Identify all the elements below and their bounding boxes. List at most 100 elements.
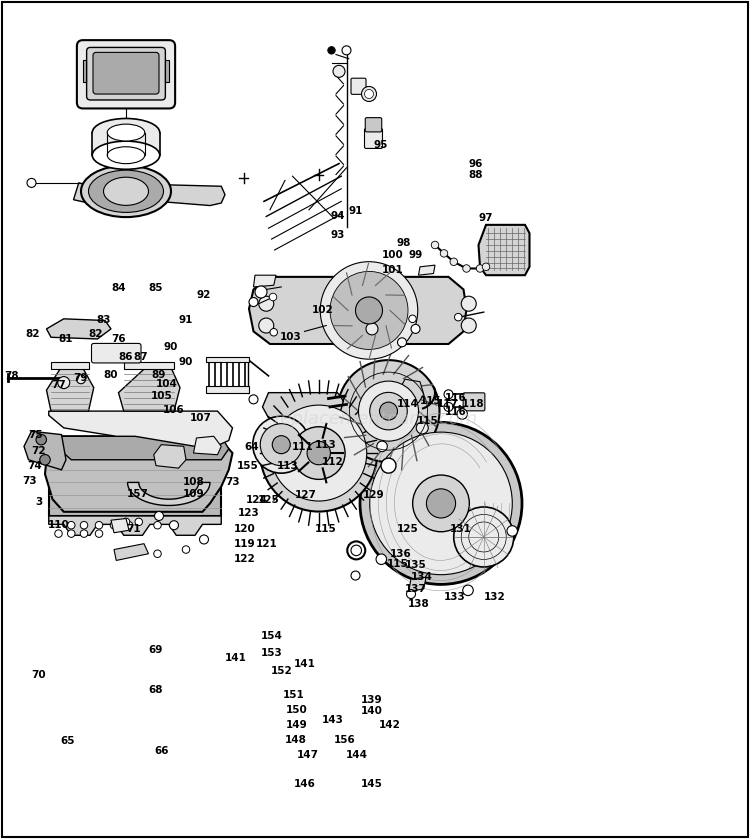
Circle shape <box>269 294 277 300</box>
Ellipse shape <box>107 124 145 141</box>
Text: 111: 111 <box>292 442 314 452</box>
Text: 65: 65 <box>60 736 75 746</box>
Circle shape <box>476 265 484 272</box>
Circle shape <box>454 507 514 567</box>
Text: 87: 87 <box>134 352 148 362</box>
Text: 129: 129 <box>363 490 384 500</box>
Text: 152: 152 <box>272 666 292 676</box>
Circle shape <box>440 250 448 257</box>
Text: 151: 151 <box>284 690 304 700</box>
Circle shape <box>249 395 258 404</box>
Text: 93: 93 <box>330 230 345 240</box>
Text: 90: 90 <box>164 342 178 352</box>
Polygon shape <box>49 460 221 516</box>
Circle shape <box>411 325 420 333</box>
Circle shape <box>381 458 396 473</box>
Text: 116: 116 <box>446 407 466 417</box>
FancyBboxPatch shape <box>92 343 141 363</box>
Text: 72: 72 <box>32 446 46 456</box>
Polygon shape <box>82 60 86 82</box>
Text: 105: 105 <box>151 391 172 401</box>
Text: 139: 139 <box>362 695 382 705</box>
Circle shape <box>431 242 439 248</box>
Text: 108: 108 <box>183 477 204 487</box>
Text: 91: 91 <box>348 206 363 216</box>
Text: 82: 82 <box>26 329 40 339</box>
Circle shape <box>95 530 103 537</box>
Circle shape <box>461 296 476 311</box>
Text: 75: 75 <box>28 430 44 440</box>
Text: 113: 113 <box>278 461 298 471</box>
Circle shape <box>333 65 345 77</box>
Text: 141: 141 <box>293 659 316 670</box>
Polygon shape <box>206 357 249 362</box>
Text: 122: 122 <box>234 554 255 564</box>
Text: 101: 101 <box>382 265 404 275</box>
Polygon shape <box>111 519 129 533</box>
Text: 103: 103 <box>280 332 302 342</box>
Circle shape <box>351 545 361 555</box>
Text: 115: 115 <box>416 416 438 426</box>
Circle shape <box>463 265 470 272</box>
Circle shape <box>76 375 86 383</box>
Circle shape <box>461 318 476 333</box>
Text: 77: 77 <box>51 380 66 390</box>
Polygon shape <box>206 386 249 393</box>
Text: 81: 81 <box>58 334 74 344</box>
Text: 149: 149 <box>286 720 308 730</box>
Circle shape <box>376 554 386 565</box>
Polygon shape <box>45 436 232 512</box>
Polygon shape <box>478 225 530 275</box>
Text: 106: 106 <box>164 405 184 415</box>
Text: 115: 115 <box>387 559 408 569</box>
Text: 127: 127 <box>295 490 317 500</box>
Circle shape <box>272 435 290 454</box>
Circle shape <box>362 86 376 102</box>
Circle shape <box>380 402 398 420</box>
Text: 3: 3 <box>35 497 43 507</box>
Circle shape <box>370 393 407 430</box>
Text: 153: 153 <box>261 648 282 658</box>
Polygon shape <box>51 362 88 369</box>
Polygon shape <box>254 275 276 287</box>
Polygon shape <box>249 277 466 344</box>
Text: 104: 104 <box>155 379 178 389</box>
Circle shape <box>370 432 512 575</box>
Text: 112: 112 <box>322 457 344 467</box>
FancyBboxPatch shape <box>93 52 159 94</box>
Circle shape <box>450 258 458 265</box>
Text: 147: 147 <box>296 750 319 760</box>
Text: 113: 113 <box>315 440 336 450</box>
Text: 66: 66 <box>154 746 169 756</box>
Text: 144: 144 <box>346 750 368 760</box>
Text: 97: 97 <box>478 213 494 223</box>
Text: 73: 73 <box>225 477 240 487</box>
Polygon shape <box>49 436 229 460</box>
Circle shape <box>110 522 118 529</box>
Text: 135: 135 <box>405 560 426 571</box>
Text: 136: 136 <box>390 549 411 559</box>
Ellipse shape <box>88 170 164 212</box>
Text: 107: 107 <box>190 413 212 423</box>
Text: 134: 134 <box>410 572 433 582</box>
Text: 154: 154 <box>260 631 283 641</box>
Circle shape <box>427 489 455 518</box>
Text: 133: 133 <box>444 592 465 602</box>
Circle shape <box>80 530 88 537</box>
Text: 120: 120 <box>234 524 255 534</box>
FancyBboxPatch shape <box>364 128 382 149</box>
Ellipse shape <box>107 147 145 164</box>
Circle shape <box>95 522 103 529</box>
Circle shape <box>58 377 70 388</box>
Circle shape <box>27 179 36 187</box>
Polygon shape <box>49 411 232 449</box>
Text: 116: 116 <box>446 393 466 403</box>
Text: 123: 123 <box>238 508 260 519</box>
Circle shape <box>364 90 374 98</box>
Polygon shape <box>74 183 94 203</box>
Circle shape <box>351 571 360 580</box>
Polygon shape <box>419 265 435 275</box>
Circle shape <box>55 530 62 537</box>
Polygon shape <box>46 367 94 411</box>
Circle shape <box>360 422 522 585</box>
